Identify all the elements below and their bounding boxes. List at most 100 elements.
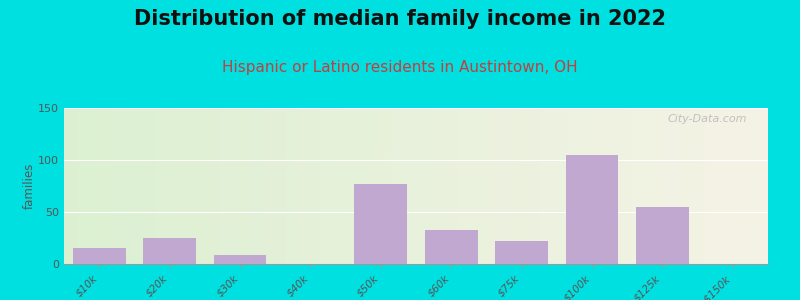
Bar bbox=[388, 98, 391, 264]
Bar bbox=[198, 98, 202, 264]
Bar bbox=[205, 98, 208, 264]
Bar bbox=[374, 98, 378, 264]
Bar bbox=[718, 98, 722, 264]
Text: Distribution of median family income in 2022: Distribution of median family income in … bbox=[134, 9, 666, 29]
Bar bbox=[589, 98, 592, 264]
Bar bbox=[89, 98, 92, 264]
Bar bbox=[378, 98, 381, 264]
Bar bbox=[486, 98, 490, 264]
Bar bbox=[96, 98, 99, 264]
Bar bbox=[314, 98, 318, 264]
Bar bbox=[120, 98, 124, 264]
Bar bbox=[554, 98, 557, 264]
Bar bbox=[522, 98, 525, 264]
Bar bbox=[595, 98, 599, 264]
Bar bbox=[370, 98, 374, 264]
Bar bbox=[254, 98, 258, 264]
Bar bbox=[406, 98, 409, 264]
Bar bbox=[715, 98, 718, 264]
Bar bbox=[170, 98, 173, 264]
Bar bbox=[331, 98, 335, 264]
Bar bbox=[190, 98, 194, 264]
Bar bbox=[92, 98, 96, 264]
Bar bbox=[610, 98, 613, 264]
Bar bbox=[384, 98, 388, 264]
Y-axis label: families: families bbox=[22, 163, 35, 209]
Bar bbox=[307, 98, 310, 264]
Bar bbox=[730, 98, 733, 264]
Bar bbox=[300, 98, 303, 264]
Bar bbox=[630, 98, 634, 264]
Bar bbox=[64, 98, 67, 264]
Bar bbox=[117, 98, 120, 264]
Bar bbox=[673, 98, 677, 264]
Bar bbox=[159, 98, 162, 264]
Bar bbox=[286, 98, 290, 264]
Bar bbox=[606, 98, 610, 264]
Bar bbox=[476, 98, 479, 264]
Bar bbox=[683, 98, 687, 264]
Bar bbox=[712, 98, 715, 264]
Bar bbox=[426, 98, 430, 264]
Bar bbox=[624, 98, 627, 264]
Bar bbox=[670, 98, 673, 264]
Bar bbox=[462, 98, 466, 264]
Bar bbox=[78, 98, 82, 264]
Bar bbox=[155, 98, 159, 264]
Bar bbox=[413, 98, 416, 264]
Bar bbox=[750, 98, 754, 264]
Bar bbox=[67, 98, 71, 264]
Bar bbox=[444, 98, 448, 264]
Bar bbox=[138, 98, 142, 264]
Bar bbox=[758, 98, 761, 264]
Bar bbox=[754, 98, 758, 264]
Bar bbox=[434, 98, 437, 264]
Bar bbox=[342, 98, 346, 264]
Bar bbox=[490, 98, 494, 264]
Bar bbox=[162, 98, 166, 264]
Bar bbox=[149, 98, 152, 264]
Bar bbox=[173, 98, 177, 264]
Bar bbox=[539, 98, 542, 264]
Bar bbox=[765, 98, 768, 264]
Bar bbox=[240, 98, 243, 264]
Bar bbox=[529, 98, 532, 264]
Bar bbox=[466, 98, 469, 264]
Bar bbox=[99, 98, 102, 264]
Bar bbox=[360, 98, 363, 264]
Bar bbox=[416, 98, 419, 264]
Bar bbox=[726, 98, 730, 264]
Bar bbox=[655, 98, 659, 264]
Bar bbox=[71, 98, 74, 264]
Bar bbox=[73, 248, 126, 264]
Bar bbox=[736, 98, 740, 264]
Bar bbox=[448, 98, 451, 264]
Bar bbox=[652, 98, 655, 264]
Bar bbox=[328, 98, 331, 264]
Bar bbox=[550, 98, 554, 264]
Bar bbox=[423, 98, 426, 264]
Bar bbox=[620, 98, 624, 264]
Bar bbox=[268, 98, 272, 264]
Bar bbox=[349, 98, 353, 264]
Bar bbox=[82, 98, 85, 264]
Bar bbox=[585, 98, 589, 264]
Bar bbox=[617, 98, 620, 264]
Bar bbox=[202, 98, 205, 264]
Bar bbox=[131, 98, 134, 264]
Bar bbox=[690, 98, 694, 264]
Bar bbox=[546, 98, 550, 264]
Bar bbox=[265, 98, 268, 264]
Bar bbox=[747, 98, 750, 264]
Bar bbox=[114, 98, 117, 264]
Bar bbox=[261, 98, 265, 264]
Bar bbox=[677, 98, 680, 264]
Bar bbox=[363, 98, 366, 264]
Bar bbox=[602, 98, 606, 264]
Bar bbox=[110, 98, 114, 264]
Bar bbox=[694, 98, 698, 264]
Bar bbox=[303, 98, 307, 264]
Bar bbox=[419, 98, 423, 264]
Bar bbox=[659, 98, 662, 264]
Bar bbox=[571, 98, 574, 264]
